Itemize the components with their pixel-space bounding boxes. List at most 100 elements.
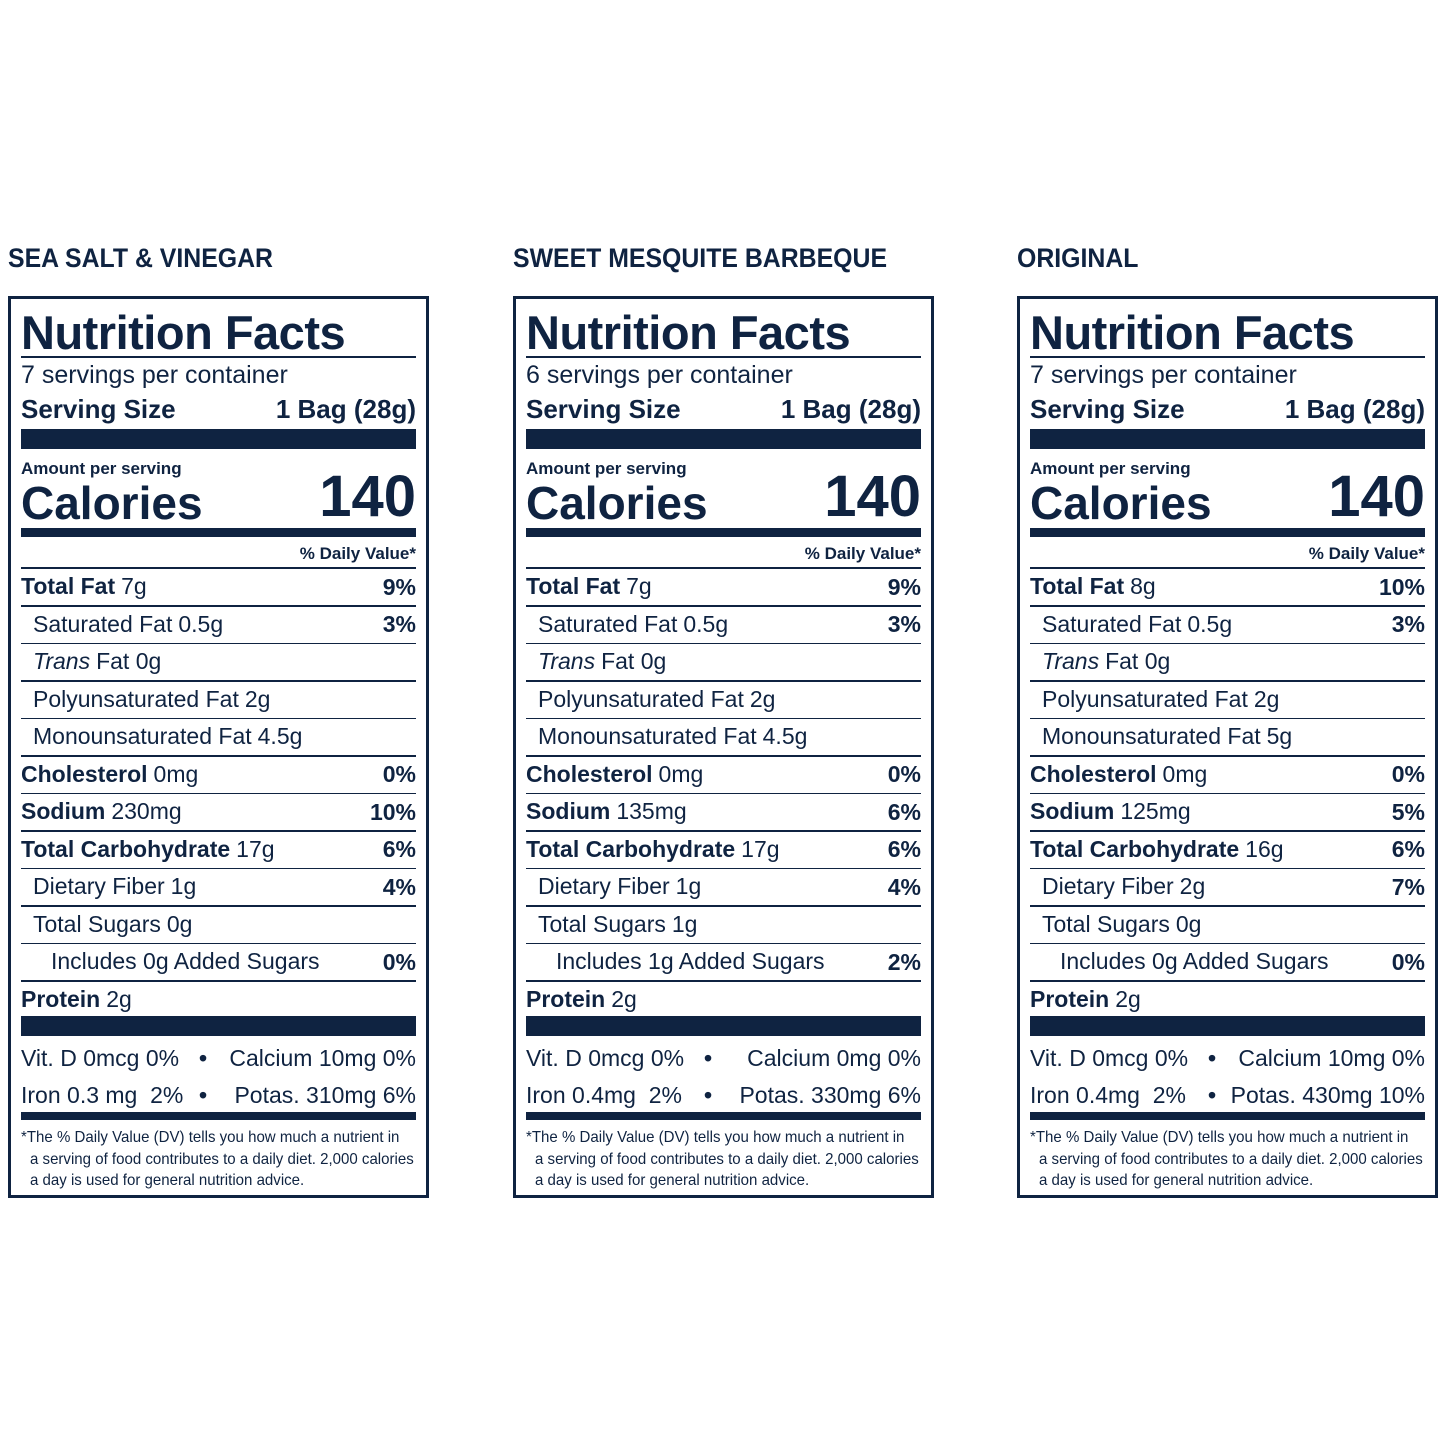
nutrient-row: Total Fat 7g bbox=[526, 575, 652, 598]
nutrient-amount: Fat 0g bbox=[1105, 648, 1171, 674]
rule bbox=[21, 717, 416, 719]
panel-title: Nutrition Facts bbox=[526, 305, 851, 359]
nutrient-row: Trans Fat 0g bbox=[33, 650, 161, 673]
daily-value: 7% bbox=[1391, 873, 1425, 900]
serving-size-label: Serving Size bbox=[526, 394, 681, 424]
mineral-left: Iron 0.4mg 2% bbox=[1030, 1082, 1186, 1108]
nutrient-row: Dietary Fiber 1g bbox=[538, 875, 701, 898]
rule bbox=[1030, 528, 1425, 537]
nutrient-row: Monounsaturated Fat 5g bbox=[1042, 725, 1292, 748]
nutrient-amount: Fat 0g bbox=[96, 648, 162, 674]
amount-per-serving: Amount per serving bbox=[1030, 458, 1191, 478]
nutrient-amount: 0g bbox=[1175, 910, 1202, 937]
nutrient-name: Polyunsaturated Fat bbox=[1042, 685, 1248, 712]
daily-value: 5% bbox=[1391, 798, 1425, 825]
footnote-line: a day is used for general nutrition advi… bbox=[535, 1172, 810, 1189]
mineral-left: Iron 0.3 mg 2% bbox=[21, 1082, 184, 1108]
nutrition-panel: Nutrition Facts 6 servings per container S… bbox=[513, 296, 934, 1198]
nutrient-name: Saturated Fat bbox=[33, 610, 173, 637]
serving-size-value: 1 Bag (28g) bbox=[1284, 394, 1425, 424]
daily-value: 2% bbox=[887, 948, 921, 975]
nutrient-row: Total Sugars 0g bbox=[1042, 910, 1202, 937]
rule bbox=[526, 867, 921, 869]
mineral-right: Calcium 0mg 0% bbox=[747, 1044, 921, 1071]
nutrient-amount: 7g bbox=[626, 573, 652, 599]
panel-title: Nutrition Facts bbox=[1030, 305, 1355, 359]
nutrient-name: Total Fat bbox=[21, 573, 116, 599]
serving-size-label: Serving Size bbox=[21, 394, 176, 424]
nutrient-name: Protein bbox=[1030, 985, 1110, 1012]
panel-title: Nutrition Facts bbox=[21, 305, 346, 359]
nutrient-name: Total Carbohydrate bbox=[21, 835, 231, 862]
rule bbox=[21, 942, 416, 944]
footnote-line: a day is used for general nutrition advi… bbox=[30, 1172, 305, 1189]
nutrient-name: Saturated Fat bbox=[538, 610, 678, 637]
nutrient-name: Trans bbox=[1042, 648, 1100, 674]
nutrient-name: Polyunsaturated Fat bbox=[33, 685, 239, 712]
calories-label: Calories bbox=[21, 477, 203, 529]
nutrient-amount: 1g bbox=[671, 910, 698, 937]
calories-value: 140 bbox=[1328, 464, 1425, 529]
nutrient-row: Total Sugars 1g bbox=[538, 910, 698, 937]
daily-value: 3% bbox=[1391, 611, 1425, 637]
nutrient-name: Monounsaturated Fat bbox=[1042, 723, 1261, 749]
rule bbox=[21, 1112, 416, 1120]
nutrient-amount: 4.5g bbox=[257, 723, 303, 749]
rule bbox=[21, 605, 416, 607]
nutrient-amount: 7g bbox=[121, 573, 147, 599]
daily-value: 6% bbox=[887, 798, 921, 825]
nutrient-row: Polyunsaturated Fat 2g bbox=[1042, 685, 1280, 712]
amount-per-serving: Amount per serving bbox=[21, 458, 182, 478]
rule bbox=[1030, 942, 1425, 944]
nutrient-amount: 230mg bbox=[111, 798, 182, 824]
rule bbox=[1030, 980, 1425, 982]
nutrient-amount: 2g bbox=[611, 985, 637, 1012]
nutrient-row: Polyunsaturated Fat 2g bbox=[538, 687, 775, 711]
nutrient-amount: 0mg bbox=[658, 760, 704, 787]
daily-value: 3% bbox=[887, 611, 921, 637]
nutrient-amount: 135mg bbox=[616, 798, 687, 824]
nutrient-row: Saturated Fat 0.5g bbox=[1042, 612, 1232, 636]
nutrient-name: Total Carbohydrate bbox=[526, 835, 736, 862]
rule bbox=[21, 755, 416, 757]
rule bbox=[526, 1112, 921, 1120]
serving-size-value: 1 Bag (28g) bbox=[275, 394, 416, 424]
nutrient-row: Total Carbohydrate 16g bbox=[1030, 837, 1284, 861]
nutrient-name: Dietary Fiber bbox=[33, 873, 165, 899]
nutrient-row: Protein 2g bbox=[1030, 985, 1141, 1012]
rule bbox=[526, 1016, 921, 1036]
nutrient-row: Protein 2g bbox=[526, 985, 637, 1012]
nutrient-row: Cholesterol 0mg bbox=[526, 760, 704, 787]
nutrient-row: Sodium 135mg bbox=[526, 800, 687, 823]
nutrient-amount: 2g bbox=[106, 985, 132, 1012]
rule bbox=[1030, 867, 1425, 869]
rule bbox=[21, 1016, 416, 1036]
nutrient-row: Cholesterol 0mg bbox=[1030, 760, 1207, 787]
nutrient-name: Cholesterol bbox=[1030, 760, 1157, 787]
mineral-left: Vit. D 0mcg 0% bbox=[526, 1044, 685, 1071]
separator: • bbox=[199, 1044, 208, 1071]
nutrient-row: Total Fat 7g bbox=[21, 575, 147, 598]
nutrient-row: Dietary Fiber 1g bbox=[33, 875, 196, 898]
rule bbox=[1030, 356, 1425, 358]
nutrient-amount: 2g bbox=[1253, 685, 1280, 712]
nutrient-name: Total Sugars bbox=[33, 910, 161, 937]
rule bbox=[1030, 717, 1425, 719]
nutrient-name: Total Fat bbox=[1030, 573, 1125, 599]
nutrition-panel: Nutrition Facts 7 servings per container S… bbox=[8, 296, 429, 1198]
nutrient-amount: 5g bbox=[1266, 723, 1293, 749]
separator: • bbox=[199, 1082, 208, 1108]
daily-value: 9% bbox=[382, 573, 416, 600]
dv-header: % Daily Value* bbox=[1308, 543, 1425, 563]
rule bbox=[1030, 1112, 1425, 1120]
nutrient-name: Includes 0g Added Sugars bbox=[1060, 948, 1329, 974]
footnote-line: a serving of food contributes to a daily… bbox=[30, 1150, 414, 1168]
daily-value: 0% bbox=[382, 948, 416, 975]
rule bbox=[21, 642, 416, 644]
rule bbox=[21, 567, 416, 569]
rule bbox=[526, 905, 921, 907]
daily-value: 6% bbox=[1391, 836, 1425, 862]
rule bbox=[526, 605, 921, 607]
footnote-line: *The % Daily Value (DV) tells you how mu… bbox=[1030, 1129, 1409, 1146]
nutrient-name: Dietary Fiber bbox=[538, 873, 670, 899]
